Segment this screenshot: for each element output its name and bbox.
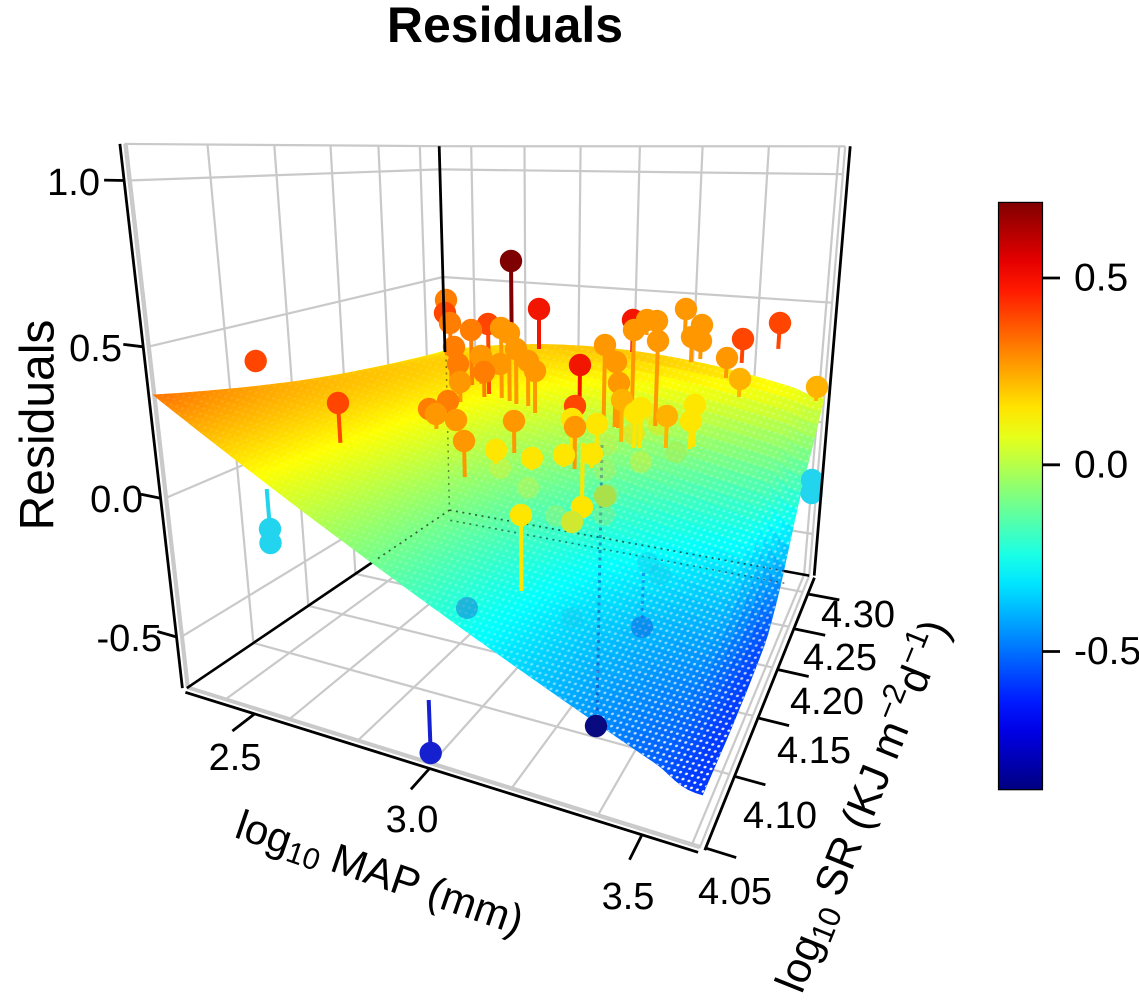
svg-text:-0.5: -0.5 [1074,630,1139,673]
svg-text:-0.5: -0.5 [97,618,162,660]
svg-text:2.5: 2.5 [209,737,262,779]
svg-text:4.25: 4.25 [803,637,877,679]
svg-text:0.0: 0.0 [1074,443,1128,486]
svg-text:4.10: 4.10 [743,795,817,837]
svg-text:0.5: 0.5 [69,328,122,370]
svg-text:4.30: 4.30 [821,594,895,636]
svg-text:Residuals: Residuals [387,0,623,53]
svg-text:1.0: 1.0 [47,162,100,204]
svg-text:4.15: 4.15 [777,730,851,772]
svg-text:3.0: 3.0 [386,799,439,841]
svg-text:0.0: 0.0 [90,479,143,521]
svg-text:Residuals: Residuals [12,320,65,531]
svg-text:4.20: 4.20 [790,681,864,723]
svg-text:0.5: 0.5 [1074,257,1128,300]
svg-text:3.5: 3.5 [602,876,655,918]
svg-text:4.05: 4.05 [698,871,772,913]
